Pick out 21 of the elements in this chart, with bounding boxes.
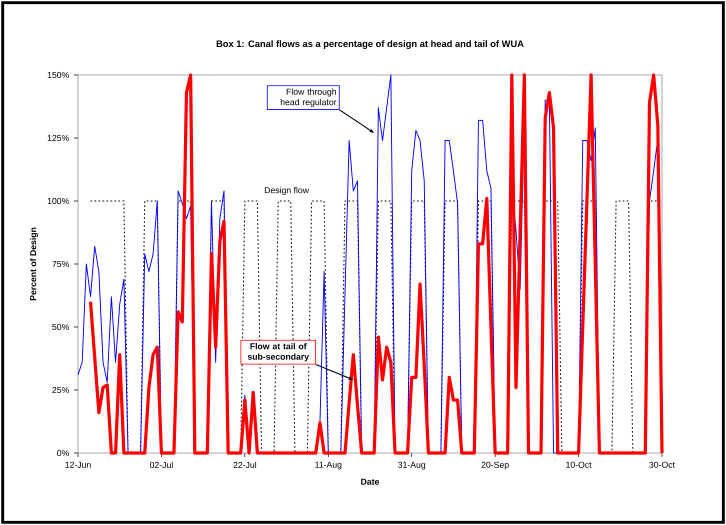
x-tick-label: 20-Sep <box>482 462 509 470</box>
x-tick-label: 22-Jul <box>233 462 256 468</box>
x-tick-label: 12-Jun <box>65 462 91 468</box>
x-tick-label: 30-Oct <box>649 462 675 468</box>
y-tick-label: 100% <box>48 198 69 204</box>
x-axis-title: Date <box>361 478 380 485</box>
series-label: Design flow <box>264 186 309 195</box>
y-tick-label: 150% <box>48 72 69 78</box>
text: Flow at tail of sub-secondary <box>248 342 309 362</box>
x-tick-label: 31-Aug <box>398 462 426 470</box>
y-tick-label: 0% <box>57 450 69 456</box>
y-tick-label: 25% <box>52 386 69 394</box>
text: Flow through head regulator <box>280 88 336 107</box>
x-tick-label: 10-Oct <box>566 462 592 468</box>
x-tick-label: 02-Jul <box>150 462 173 468</box>
y-tick-label: 125% <box>48 134 69 142</box>
chart-title: Box 1: Canal flows as a percentage of design at head and tail of WUA <box>216 40 524 49</box>
y-tick-label: 75% <box>52 260 69 268</box>
y-tick-label: 50% <box>52 324 69 330</box>
y-axis-title: Percent of Design <box>30 228 38 300</box>
x-tick-label: 11-Aug <box>315 462 342 470</box>
